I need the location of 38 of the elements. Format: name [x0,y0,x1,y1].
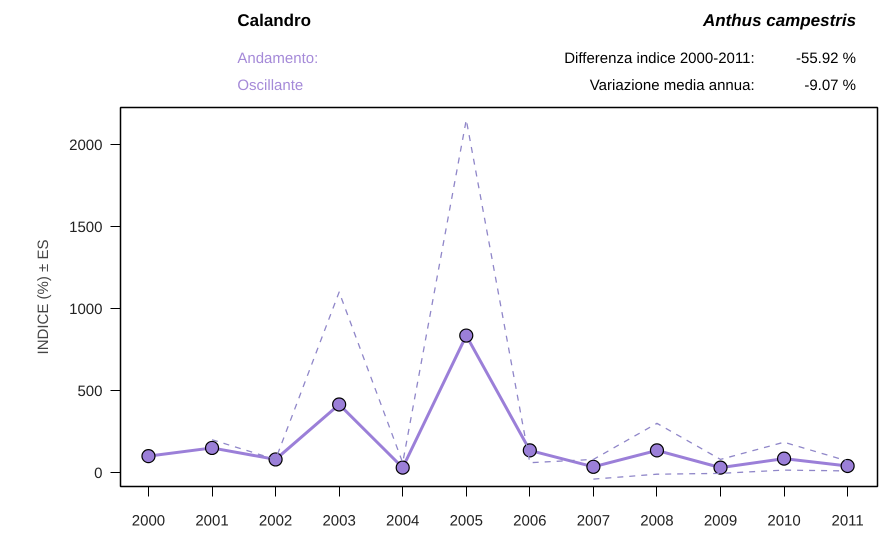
x-tick-label: 2010 [767,512,801,530]
point [396,460,410,475]
x-tick-label: 2008 [640,512,674,530]
point [268,452,283,467]
y-tick-label: 2000 [69,136,103,154]
y-tick-label: 1500 [69,218,103,236]
x-tick-label: 2009 [704,512,738,530]
text: Andamento: [237,50,318,67]
text: Differenza indice 2000-2011: [564,50,755,67]
chart-subtitle: Anthus campestris [702,11,856,30]
text: -55.92 % [796,50,856,67]
text: -9.07 % [804,77,856,94]
x-tick-label: 2006 [513,512,547,530]
point [332,397,346,412]
point [522,443,537,458]
x-tick-label: 2000 [132,512,166,530]
x-tick-label: 2005 [450,512,483,530]
point [586,460,600,474]
x-tick-label: 2004 [386,512,420,530]
chart-title: Calandro [237,11,312,30]
x-tick-label: 2007 [576,512,610,530]
point [776,452,792,466]
point [650,443,664,458]
x-tick-label: 2011 [832,512,864,530]
y-tick-label: 1000 [69,300,103,318]
point [459,328,474,343]
y-tick-label: 500 [77,383,103,400]
point [141,449,156,464]
x-tick-label: 2001 [195,512,229,530]
point [204,440,220,456]
text: Variazione media annua: [590,77,755,94]
y-axis-title: INDICE (%) ± ES [35,240,52,354]
point [840,458,855,474]
x-tick-label: 2002 [258,512,292,530]
y-tick-label: 0 [94,465,102,482]
text: Oscillante [237,77,304,94]
x-tick-label: 2003 [322,512,356,530]
point [713,460,728,475]
